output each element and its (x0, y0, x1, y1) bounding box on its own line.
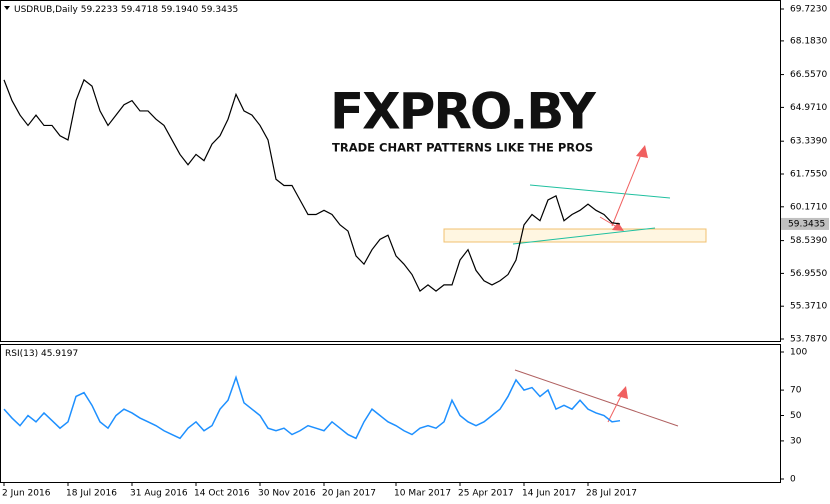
price-tag-label: 59.3435 (788, 219, 825, 229)
x-tick-label: 20 Jan 2017 (322, 489, 376, 499)
rsi-panel (0, 344, 781, 483)
price-tag (781, 217, 829, 230)
symbol: USDRUB,Daily (14, 5, 79, 15)
quote: 59.1940 (161, 5, 198, 15)
arrow-head (612, 222, 624, 231)
rsi-header: RSI(13) 45.9197 (5, 349, 78, 359)
support-zone (443, 228, 707, 243)
arrow (599, 216, 618, 228)
arrow (607, 393, 623, 423)
series-line (3, 78, 621, 293)
y-tick-label: 63.3390 (790, 137, 827, 147)
chart-header: USDRUB,Daily 59.2233 59.4718 59.1940 59.… (14, 5, 238, 15)
x-tick-label: 2 Jun 2016 (2, 489, 51, 499)
quote: 59.2233 (81, 5, 118, 15)
x-tick-label: 14 Jun 2017 (522, 489, 576, 499)
x-tick-label: 18 Jul 2016 (66, 489, 117, 499)
x-tick-label: 14 Oct 2016 (194, 489, 250, 499)
y-tick-label: 56.9550 (790, 269, 827, 279)
x-tick-label: 31 Aug 2016 (130, 489, 188, 499)
arrow (611, 151, 643, 227)
arrow-head (636, 145, 648, 158)
x-tick-label: 28 Jul 2017 (586, 489, 637, 499)
y-tick-label: 0 (790, 475, 796, 485)
y-tick-label: 58.5390 (790, 236, 827, 246)
x-tick-label: 10 Mar 2017 (394, 489, 451, 499)
y-tick-label: 50 (790, 411, 802, 421)
price-panel (0, 0, 781, 342)
y-tick-label: 55.3710 (790, 302, 827, 312)
trend-line (529, 184, 671, 199)
y-tick-label: 61.7550 (790, 170, 827, 180)
trend-line (514, 369, 679, 427)
arrow-head (617, 386, 628, 399)
y-tick-label: 60.1710 (790, 202, 827, 212)
trend-line (512, 227, 656, 245)
y-tick-label: 66.5570 (790, 70, 827, 80)
quote: 59.3435 (201, 5, 238, 15)
indicator-value: 45.9197 (41, 349, 78, 359)
y-tick-label: 68.1830 (790, 36, 827, 46)
y-tick-label: 30 (790, 436, 802, 446)
y-tick-label: 53.7870 (790, 335, 827, 345)
y-tick-label: 69.7230 (790, 5, 827, 15)
plot: 2 Jun 2016 18 Jul 2016 31 Aug 2016 14 Oct 2… (2, 5, 829, 499)
watermark-tagline: TRADE CHART PATTERNS LIKE THE PROS (332, 141, 593, 155)
indicator: RSI(13) (5, 349, 38, 359)
y-tick-label: 100 (790, 348, 807, 358)
y-tick-label: 70 (790, 386, 802, 396)
watermark-title: FXPRO.BY (330, 83, 597, 141)
x-tick-label: 30 Nov 2016 (258, 489, 316, 499)
menu-icon (4, 6, 10, 10)
x-tick-label: 25 Apr 2017 (458, 489, 514, 499)
series-line (3, 375, 621, 440)
quote: 59.4718 (121, 5, 158, 15)
y-tick-label: 64.9710 (790, 103, 827, 113)
